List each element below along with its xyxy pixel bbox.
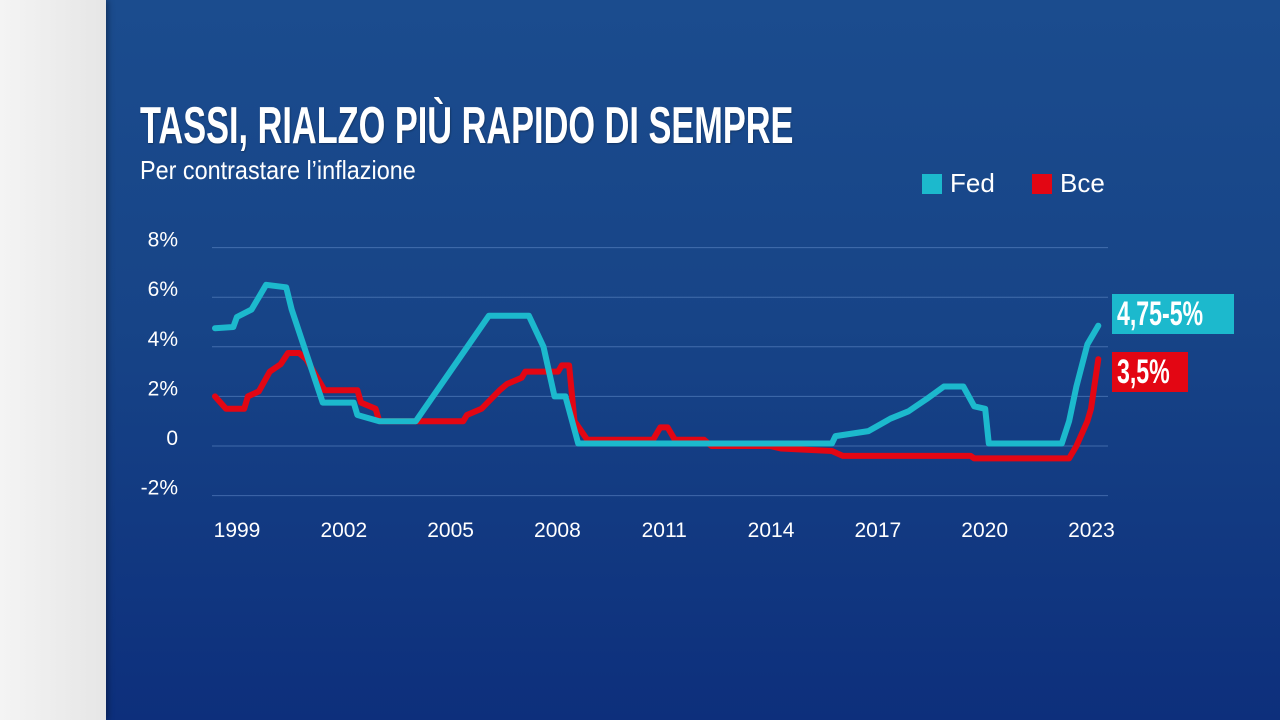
x-tick-label: 2020: [961, 519, 1008, 542]
fed-end-label-text: 4,75-5%: [1117, 295, 1204, 333]
y-tick-label: 2%: [148, 377, 178, 400]
legend-swatch-fed: [922, 173, 942, 194]
legend-label-fed: Fed: [950, 168, 995, 198]
y-tick-label: 6%: [148, 278, 178, 301]
left-margin-strip: [0, 0, 106, 720]
legend-item-bce: Bce: [1032, 168, 1105, 199]
fed-end-label: 4,75-5%: [1112, 294, 1234, 334]
legend-swatch-bce: [1032, 173, 1052, 194]
legend-item-fed: Fed: [922, 168, 995, 199]
x-tick-label: 2017: [854, 519, 901, 542]
x-tick-label: 2023: [1068, 519, 1115, 542]
legend-label-bce: Bce: [1060, 168, 1105, 198]
y-tick-label: -2%: [141, 477, 178, 500]
x-tick-label: 2005: [427, 519, 474, 542]
y-tick-label: 4%: [148, 328, 178, 351]
y-tick-label: 8%: [148, 229, 178, 252]
x-tick-label: 2011: [642, 519, 687, 542]
series-line-bce: [212, 350, 1102, 462]
series-line-fed: [212, 281, 1102, 447]
y-tick-label: 0: [166, 427, 178, 450]
x-tick-label: 2002: [320, 519, 367, 542]
x-tick-label: 2014: [748, 519, 795, 542]
chart-subtitle: Per contrastare l’inflazione: [140, 155, 416, 185]
bce-end-label-text: 3,5%: [1117, 353, 1170, 391]
x-tick-label: 2008: [534, 519, 581, 542]
bce-end-label: 3,5%: [1112, 352, 1188, 392]
x-tick-label: 1999: [214, 519, 261, 542]
chart-title: TASSI, RIALZO PIÙ RAPIDO DI SEMPRE: [140, 97, 794, 155]
